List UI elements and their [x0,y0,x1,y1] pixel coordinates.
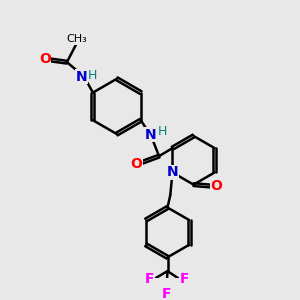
Text: N: N [76,70,88,84]
Text: H: H [88,69,98,82]
Text: N: N [167,166,178,179]
Text: O: O [210,179,222,193]
Text: F: F [179,272,189,286]
Text: F: F [145,272,154,286]
Text: F: F [162,287,171,300]
Text: H: H [158,125,167,138]
Text: N: N [145,128,157,142]
Text: CH₃: CH₃ [67,34,88,44]
Text: O: O [39,52,51,66]
Text: O: O [130,158,142,171]
